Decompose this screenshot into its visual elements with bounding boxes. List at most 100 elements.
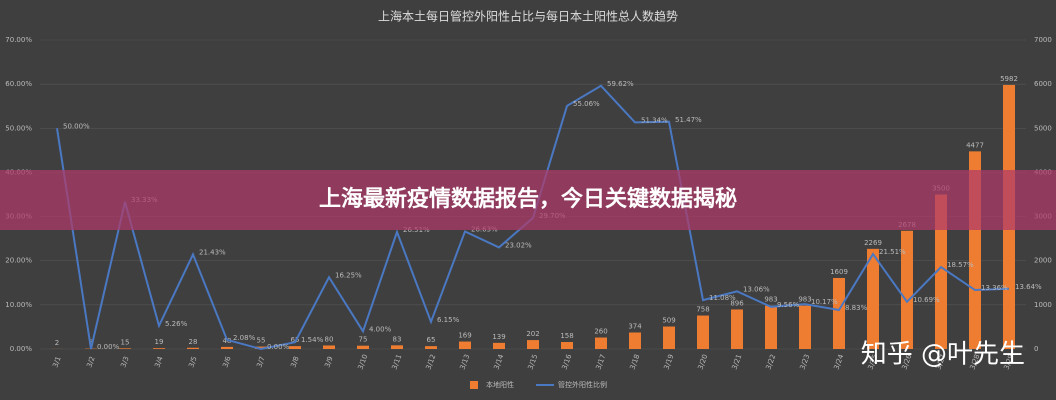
banner-band xyxy=(0,170,1056,230)
y2-tick-label: 2000 xyxy=(1034,257,1052,265)
bar xyxy=(731,309,743,349)
bar xyxy=(289,346,301,349)
bar xyxy=(595,337,607,349)
bar-label: 19 xyxy=(155,338,164,346)
y-tick-label: 50.00% xyxy=(5,124,32,132)
bar-label: 4477 xyxy=(966,141,984,149)
line-label: 10.17% xyxy=(811,298,838,306)
bar xyxy=(833,277,845,349)
y-tick-label: 0.00% xyxy=(10,345,33,353)
y2-tick-label: 6000 xyxy=(1034,80,1052,88)
bar-label: 169 xyxy=(458,332,471,340)
line-label: 23.02% xyxy=(505,241,532,249)
line-label: 2.08% xyxy=(233,334,256,342)
bar-label: 2269 xyxy=(864,239,882,247)
bar xyxy=(765,305,777,349)
line-label: 0.00% xyxy=(97,343,120,351)
bar-label: 896 xyxy=(730,299,744,307)
line-label: 9.56% xyxy=(777,301,800,309)
bar xyxy=(323,345,335,349)
bar-label: 28 xyxy=(189,338,198,346)
y-tick-label: 60.00% xyxy=(5,80,32,88)
bar-label: 374 xyxy=(628,322,642,330)
line-label: 50.00% xyxy=(63,122,90,130)
bar-label: 80 xyxy=(325,335,334,343)
x-tick-label: 3/6 xyxy=(221,355,233,369)
line-label: 13.36% xyxy=(981,284,1008,292)
line-label: 10.69% xyxy=(913,296,940,304)
line-label: 4.00% xyxy=(369,325,392,333)
line-label: 21.51% xyxy=(879,248,906,256)
bar xyxy=(459,341,471,349)
line-label: 5.26% xyxy=(165,320,188,328)
bar-label: 139 xyxy=(492,333,505,341)
bar xyxy=(391,345,403,349)
bar-label: 983 xyxy=(764,296,777,304)
bar xyxy=(799,305,811,349)
y2-tick-label: 0 xyxy=(1034,345,1038,353)
legend-swatch xyxy=(470,381,478,389)
bar xyxy=(527,340,539,349)
bar-label: 158 xyxy=(560,332,573,340)
bar xyxy=(221,346,233,349)
x-tick-label: 3/8 xyxy=(289,355,300,368)
bar-label: 83 xyxy=(393,335,402,343)
bar xyxy=(663,326,675,349)
y2-tick-label: 7000 xyxy=(1034,36,1052,44)
bar-label: 983 xyxy=(798,296,811,304)
y-tick-label: 10.00% xyxy=(5,301,32,309)
bar-label: 509 xyxy=(662,317,675,325)
line-label: 8.83% xyxy=(845,304,868,312)
y-tick-label: 70.00% xyxy=(5,36,32,44)
watermark: 知乎 @叶先生 xyxy=(861,340,1025,370)
bar-label: 55 xyxy=(257,337,266,345)
bar-label: 5982 xyxy=(1000,75,1018,83)
y2-tick-label: 1000 xyxy=(1034,301,1052,309)
line-label: 6.15% xyxy=(437,316,460,324)
bar xyxy=(697,315,709,349)
bar-label: 48 xyxy=(223,337,232,345)
bar-label: 202 xyxy=(526,330,539,338)
bar-label: 75 xyxy=(359,336,368,344)
bar xyxy=(493,342,505,349)
line-label: 13.06% xyxy=(743,285,770,293)
bar-label: 758 xyxy=(696,306,709,314)
bar-label: 65 xyxy=(427,336,436,344)
line-label: 11.08% xyxy=(709,294,736,302)
x-tick-label: 3/1 xyxy=(51,355,62,368)
chart-title: 上海本土每日管控外阳性占比与每日本土阳性总人数趋势 xyxy=(378,9,678,24)
x-tick-label: 3/4 xyxy=(153,355,165,369)
banner-title: 上海最新疫情数据报告，今日关键数据揭秘 xyxy=(319,186,737,212)
line-label: 21.43% xyxy=(199,248,226,256)
x-tick-label: 3/2 xyxy=(85,355,96,368)
bar-label: 2 xyxy=(55,339,59,347)
legend-label: 本地阳性 xyxy=(486,380,514,389)
x-tick-label: 3/9 xyxy=(323,355,334,368)
bar xyxy=(867,248,879,349)
legend-label: 管控外阳性比例 xyxy=(558,380,607,389)
line-label: 51.47% xyxy=(675,116,702,124)
bar-label: 260 xyxy=(594,328,607,336)
x-tick-label: 3/5 xyxy=(187,355,198,368)
bar xyxy=(629,332,641,349)
y2-tick-label: 5000 xyxy=(1034,124,1052,132)
bar xyxy=(561,342,573,349)
bar xyxy=(255,346,267,349)
line-label: 1.54% xyxy=(301,336,324,344)
bar xyxy=(153,348,165,349)
bar-label: 15 xyxy=(121,338,130,346)
y-tick-label: 20.00% xyxy=(5,257,32,265)
bar xyxy=(187,347,199,349)
line-label: 18.57% xyxy=(947,261,974,269)
x-tick-label: 3/7 xyxy=(255,355,266,368)
line-label: 0.00% xyxy=(267,343,290,351)
line-label: 59.62% xyxy=(607,80,634,88)
bar xyxy=(901,230,913,349)
bar xyxy=(935,194,947,349)
line-label: 55.06% xyxy=(573,100,600,108)
bar xyxy=(357,345,369,349)
bar-label: 1609 xyxy=(830,268,848,276)
line-label: 51.34% xyxy=(641,116,668,124)
